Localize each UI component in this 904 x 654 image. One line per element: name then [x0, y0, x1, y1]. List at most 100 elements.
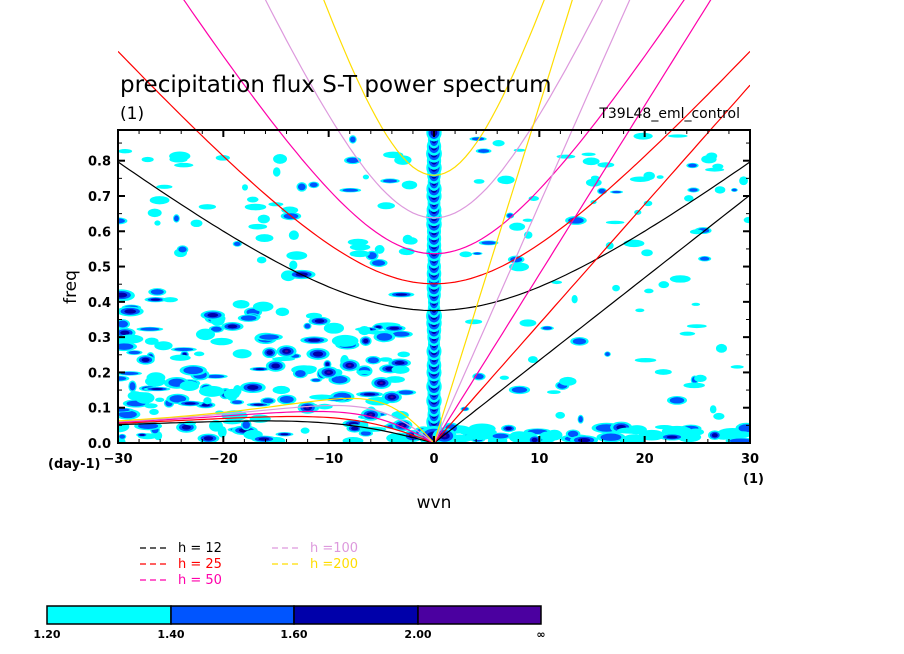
contour-cell — [492, 140, 505, 147]
contour-cell — [351, 426, 359, 431]
contour-cell — [527, 356, 538, 364]
contour-cell — [240, 315, 257, 321]
contour-cell — [349, 250, 370, 258]
contour-cell — [195, 328, 216, 341]
contour-cell — [395, 293, 408, 296]
rossby-curve-h50 — [118, 410, 435, 443]
contour-cell — [699, 256, 710, 261]
contour-cell — [223, 388, 240, 400]
contour-cell — [367, 357, 379, 364]
inertia-gravity-curve-h50 — [183, 0, 685, 255]
contour-cell — [689, 188, 698, 192]
contour-cell — [477, 149, 490, 153]
contour-cell — [459, 251, 473, 258]
contour-cell — [464, 433, 493, 440]
contour-cell — [207, 312, 219, 318]
contour-cell — [691, 302, 701, 306]
contour-cell — [150, 289, 164, 295]
contour-cell — [118, 334, 144, 344]
contour-cell — [666, 435, 678, 439]
contour-cell — [689, 229, 704, 235]
contour-cell — [623, 239, 645, 248]
contour-cell — [154, 341, 173, 351]
contour-cell — [458, 428, 479, 436]
contour-cell — [268, 202, 284, 207]
contour-cell — [473, 252, 482, 255]
contour-cell — [289, 260, 298, 270]
contour-cell — [605, 220, 625, 225]
contour-cell — [227, 324, 238, 329]
colorbar-segment — [417, 605, 542, 625]
legend-item: h = 50 — [140, 573, 222, 588]
contour-cell — [600, 433, 622, 441]
contour-fill-layer — [118, 130, 750, 443]
colorbar-label: 1.60 — [280, 628, 307, 641]
contour-cell — [605, 242, 614, 250]
contour-cell — [295, 370, 306, 377]
legend-label: h =200 — [310, 557, 358, 572]
contour-cell — [327, 371, 331, 374]
contour-cell — [362, 174, 370, 180]
contour-cell — [141, 156, 154, 163]
contour-cell — [379, 382, 383, 385]
contour-cell — [658, 281, 670, 289]
contour-cell — [686, 324, 707, 329]
contour-cell — [198, 204, 217, 210]
y-tick-label: 0.5 — [88, 261, 111, 276]
x-unit-label: (1) — [743, 472, 764, 487]
y-tick-label: 0.7 — [88, 190, 111, 205]
contour-cell — [729, 438, 750, 443]
contour-cell — [522, 218, 533, 222]
chart-subtitle-right: T39L48_eml_control — [598, 106, 740, 122]
contour-cell — [342, 437, 364, 443]
legend-item: h =100 — [272, 541, 358, 556]
contour-cell — [273, 153, 288, 164]
contour-cell — [404, 237, 418, 245]
legend-item: h = 12 — [140, 541, 222, 556]
colorbar-label: 1.40 — [157, 628, 184, 641]
contour-cell — [635, 308, 645, 313]
contour-cell — [259, 334, 279, 340]
contour-cell — [694, 374, 707, 383]
x-tick-label: 30 — [741, 452, 759, 467]
contour-cell — [369, 413, 373, 416]
contour-cell — [687, 428, 705, 436]
contour-cell — [258, 437, 270, 441]
contour-cell — [654, 369, 672, 375]
legend-item: h = 25 — [140, 557, 222, 572]
x-axis-label: wvn — [417, 493, 452, 513]
contour-cell — [241, 184, 249, 191]
y-tick-label: 0.6 — [88, 225, 111, 240]
inertia-gravity-curve-h12 — [118, 161, 750, 312]
kelvin-curve-h12 — [433, 194, 750, 443]
contour-cell — [149, 408, 159, 416]
contour-cell — [286, 251, 308, 260]
contour-cell — [471, 137, 485, 141]
inertia-gravity-curve-h200 — [323, 0, 545, 176]
contour-cell — [400, 424, 404, 427]
contour-cell — [743, 216, 750, 224]
contour-cell — [473, 179, 485, 184]
contour-cell — [312, 351, 324, 357]
contour-cell — [509, 262, 530, 272]
contour-cell — [316, 403, 333, 410]
contour-cell — [232, 349, 252, 359]
contour-cell — [280, 433, 289, 436]
contour-cell — [266, 350, 273, 356]
contour-cell — [581, 152, 596, 157]
x-tick-label: −30 — [104, 452, 133, 467]
y-unit-label: (day-1) — [48, 457, 100, 472]
contour-cell — [684, 195, 694, 202]
contour-cell — [688, 163, 697, 168]
kelvin-curve-h50 — [433, 0, 712, 443]
contour-cell — [311, 378, 321, 382]
contour-cell — [379, 357, 393, 362]
contour-cell — [734, 431, 750, 438]
contour-cell — [531, 437, 538, 443]
contour-cell — [578, 416, 583, 423]
x-tick-label: 20 — [636, 452, 654, 467]
contour-cell — [118, 408, 130, 412]
contour-cell — [363, 338, 369, 344]
